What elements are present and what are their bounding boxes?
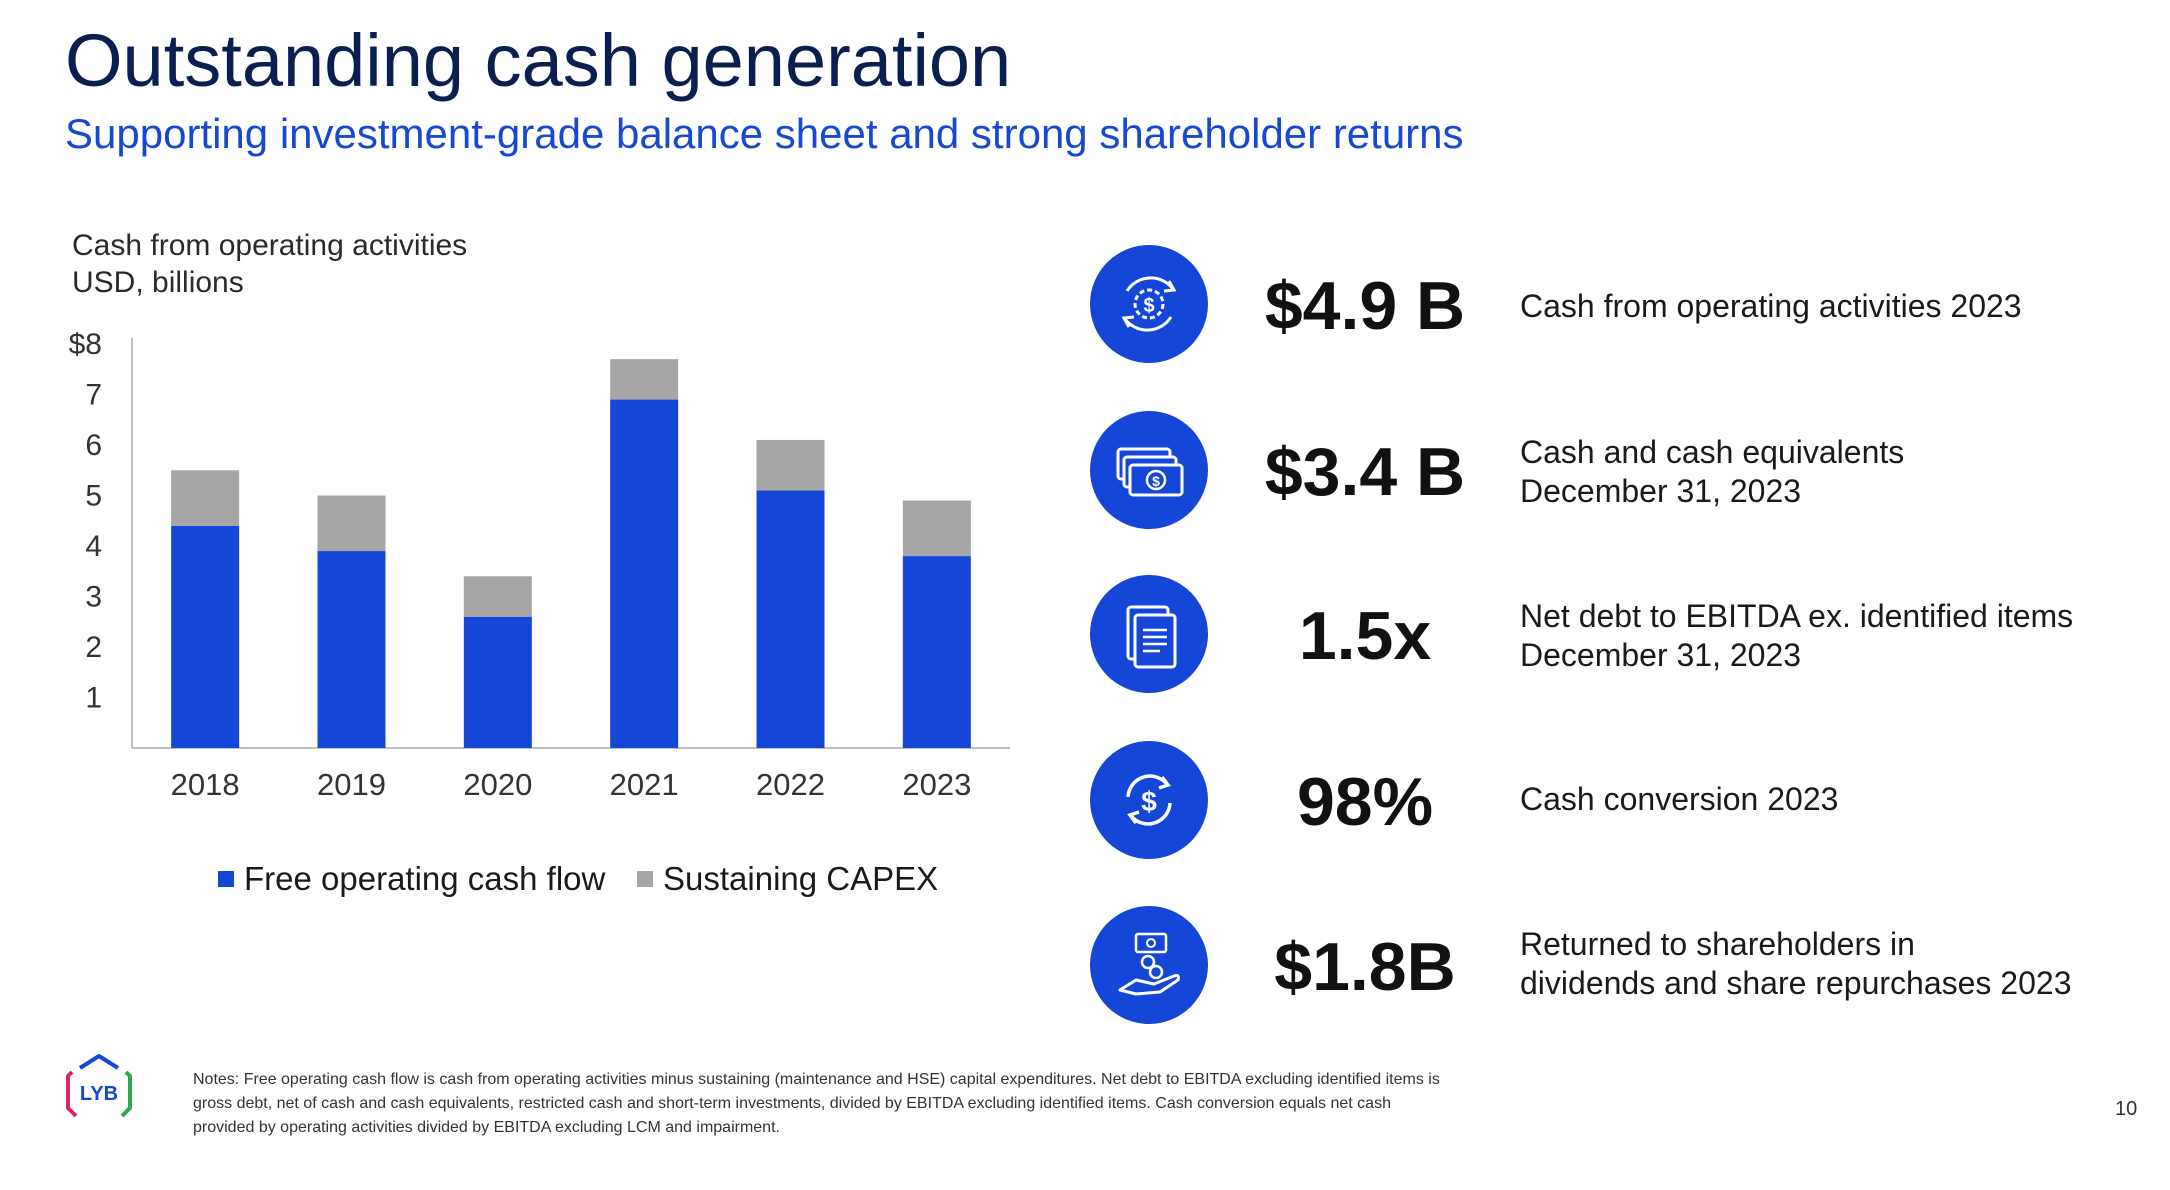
kpi-desc-shareholder-returns-line2: dividends and share repurchases 2023 — [1520, 965, 2072, 1001]
bar-sustaining-capex — [463, 576, 532, 617]
kpi-desc-cash-equivalents-line1: Cash and cash equivalents — [1520, 434, 1905, 470]
bar-free-operating-cash-flow — [902, 556, 971, 748]
bar-free-operating-cash-flow — [610, 399, 679, 748]
legend-label: Free operating cash flow — [244, 860, 606, 897]
kpi-desc-net-debt-line2: December 31, 2023 — [1520, 637, 1802, 673]
y-tick-label: 1 — [85, 682, 102, 715]
y-tick-label: 2 — [85, 631, 102, 664]
legend-label: Sustaining CAPEX — [663, 860, 939, 897]
bar-sustaining-capex — [610, 359, 679, 400]
kpi-desc-net-debt-line1: Net debt to EBITDA ex. identified items — [1520, 598, 2074, 634]
kpi-desc-shareholder-returns-line1: Returned to shareholders in — [1520, 926, 1915, 962]
svg-text:$: $ — [1152, 473, 1160, 489]
legend-swatch-gray — [637, 871, 653, 887]
logo-text: LYB — [80, 1083, 118, 1105]
bar-sustaining-capex — [902, 500, 971, 557]
legend-free-operating-cash-flow: Free operating cash flow — [218, 860, 605, 898]
x-tick-label: 2019 — [317, 767, 386, 802]
x-tick-label: 2020 — [463, 767, 532, 802]
page-subtitle: Supporting investment-grade balance shee… — [65, 110, 1464, 157]
bar-free-operating-cash-flow — [463, 616, 532, 748]
y-tick-label: 4 — [85, 530, 102, 563]
x-tick-label: 2018 — [171, 767, 240, 802]
lyb-logo: LYB — [66, 1054, 132, 1118]
page-title: Outstanding cash generation — [65, 19, 1012, 102]
dollar-refresh-icon: $ — [1090, 741, 1208, 859]
x-tick-label: 2022 — [756, 767, 825, 802]
money-cycle-icon: $ — [1090, 245, 1208, 363]
document-icon — [1090, 575, 1208, 693]
legend-swatch-blue — [218, 871, 234, 887]
kpi-desc-cash-ops: Cash from operating activities 2023 — [1520, 288, 2022, 324]
svg-text:$: $ — [1143, 295, 1154, 317]
kpi-value-net-debt-ratio: 1.5x — [1298, 598, 1432, 674]
kpi-value-cash-equivalents: $3.4 B — [1264, 434, 1466, 510]
y-tick-label: $8 — [69, 328, 102, 361]
bar-chart: 1 2 3 4 5 6 7 $8 2018 2019 2020 2021 2022 2023 — [69, 328, 1010, 802]
cash-stack-icon: $ — [1090, 411, 1208, 529]
kpi-value-cash-ops: $4.9 B — [1264, 268, 1466, 344]
hand-cash-icon — [1090, 906, 1208, 1024]
kpi-desc-cash-conversion: Cash conversion 2023 — [1520, 781, 1839, 817]
kpi-value-shareholder-returns: $1.8B — [1274, 929, 1456, 1005]
y-tick-label: 6 — [85, 429, 102, 462]
x-tick-label: 2023 — [902, 767, 971, 802]
y-tick-label: 5 — [85, 480, 102, 513]
bar-free-operating-cash-flow — [756, 490, 825, 748]
bar-sustaining-capex — [756, 439, 825, 491]
page-number: 10 — [2115, 1098, 2138, 1120]
chart-title: Cash from operating activities — [72, 229, 468, 262]
bar-free-operating-cash-flow — [171, 525, 240, 748]
footnotes: Notes: Free operating cash flow is cash … — [193, 1071, 1440, 1136]
y-tick-label: 3 — [85, 581, 102, 614]
legend-sustaining-capex: Sustaining CAPEX — [637, 860, 938, 898]
kpi-desc-cash-equivalents-line2: December 31, 2023 — [1520, 473, 1802, 509]
x-tick-label: 2021 — [610, 767, 679, 802]
bar-sustaining-capex — [171, 470, 240, 526]
chart-units: USD, billions — [72, 266, 244, 299]
y-tick-label: 7 — [85, 379, 102, 412]
kpi-value-cash-conversion: 98% — [1296, 764, 1434, 840]
bar-sustaining-capex — [317, 495, 386, 552]
svg-text:$: $ — [1141, 786, 1157, 817]
bar-free-operating-cash-flow — [317, 551, 386, 748]
